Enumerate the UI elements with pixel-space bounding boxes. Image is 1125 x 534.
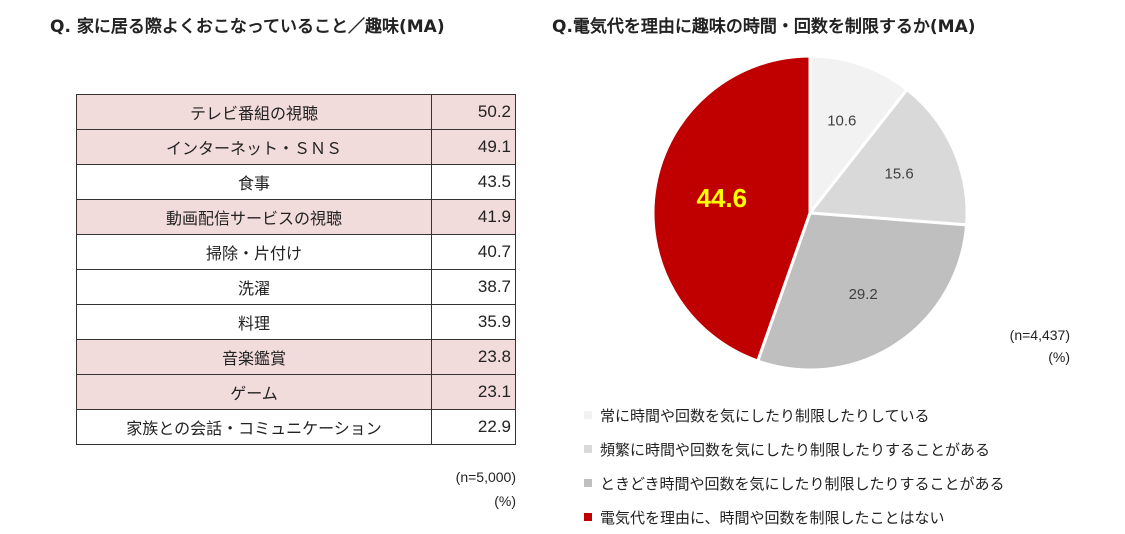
pie-slice — [755, 211, 969, 372]
row-value: 38.7 — [431, 269, 516, 305]
table-row: 料理 35.9 — [76, 304, 516, 340]
row-label: インターネット・ＳＮＳ — [76, 129, 432, 165]
pie-chart: 10.6 15.6 29.2 44.6 — [651, 54, 969, 372]
table-row: 動画配信サービスの視聴 41.9 — [76, 199, 516, 235]
right-sample-size: (n=4,437) — [1009, 327, 1070, 343]
pie-slice — [651, 54, 812, 363]
row-value: 22.9 — [431, 409, 516, 445]
right-chart-title: Q.電気代を理由に趣味の時間・回数を制限するか(MA) — [552, 17, 976, 37]
table-row: ゲーム 23.1 — [76, 374, 516, 410]
row-value: 23.1 — [431, 374, 516, 410]
legend-label: 頻繁に時間や回数を気にしたり制限したりすることがある — [600, 440, 991, 459]
legend-item: ときどき時間や回数を気にしたり制限したりすることがある — [584, 466, 1005, 500]
row-label: 食事 — [76, 164, 432, 200]
row-label: 家族との会話・コミュニケーション — [76, 409, 432, 445]
table-row: 食事 43.5 — [76, 164, 516, 200]
row-label: テレビ番組の視聴 — [76, 94, 432, 130]
legend-swatch — [584, 479, 592, 487]
legend-swatch — [584, 513, 592, 521]
row-value: 50.2 — [431, 94, 516, 130]
pie-legend: 常に時間や回数を気にしたり制限したりしている頻繁に時間や回数を気にしたり制限した… — [584, 398, 1005, 534]
row-value: 40.7 — [431, 234, 516, 270]
row-value: 49.1 — [431, 129, 516, 165]
legend-swatch — [584, 445, 592, 453]
legend-swatch — [584, 411, 592, 419]
legend-label: ときどき時間や回数を気にしたり制限したりすることがある — [600, 474, 1005, 493]
table-row: テレビ番組の視聴 50.2 — [76, 94, 516, 130]
pie-slice — [807, 87, 969, 227]
row-label: ゲーム — [76, 374, 432, 410]
left-chart-title: Q. 家に居る際よくおこなっていること／趣味(MA) — [50, 17, 445, 37]
row-value: 43.5 — [431, 164, 516, 200]
left-unit: (%) — [494, 493, 516, 509]
legend-item: 頻繁に時間や回数を気にしたり制限したりすることがある — [584, 432, 1005, 466]
row-value: 23.8 — [431, 339, 516, 375]
pie-slice — [808, 54, 910, 218]
legend-item: 常に時間や回数を気にしたり制限したりしている — [584, 398, 1005, 432]
row-label: 音楽鑑賞 — [76, 339, 432, 375]
table-row: 音楽鑑賞 23.8 — [76, 339, 516, 375]
table-row: 掃除・片付け 40.7 — [76, 234, 516, 270]
right-unit: (%) — [1048, 349, 1070, 365]
hobby-table: テレビ番組の視聴 50.2 インターネット・ＳＮＳ 49.1 食事 43.5 動画配信サービ… — [76, 94, 516, 445]
row-label: 掃除・片付け — [76, 234, 432, 270]
table-row: 洗濯 38.7 — [76, 269, 516, 305]
pie-value-label: 10.6 — [827, 113, 856, 130]
table-row: インターネット・ＳＮＳ 49.1 — [76, 129, 516, 165]
pie-value-label: 15.6 — [884, 165, 913, 182]
row-label: 洗濯 — [76, 269, 432, 305]
legend-item: 電気代を理由に、時間や回数を制限したことはない — [584, 500, 1005, 534]
row-value: 35.9 — [431, 304, 516, 340]
legend-label: 常に時間や回数を気にしたり制限したりしている — [600, 406, 930, 425]
row-value: 41.9 — [431, 199, 516, 235]
row-label: 料理 — [76, 304, 432, 340]
left-sample-size: (n=5,000) — [455, 469, 516, 485]
pie-value-label: 44.6 — [696, 183, 747, 213]
pie-value-label: 29.2 — [849, 286, 878, 303]
table-row: 家族との会話・コミュニケーション 22.9 — [76, 409, 516, 445]
row-label: 動画配信サービスの視聴 — [76, 199, 432, 235]
legend-label: 電気代を理由に、時間や回数を制限したことはない — [600, 508, 945, 527]
